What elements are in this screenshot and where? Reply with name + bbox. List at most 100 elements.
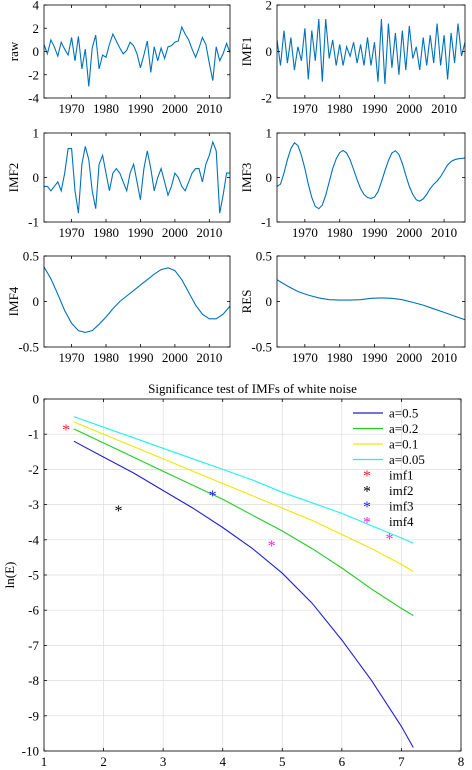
x-tick-label: 1970 bbox=[292, 101, 318, 116]
plot-area: **** * bbox=[62, 416, 414, 748]
y-tick-label: -1 bbox=[28, 427, 39, 442]
legend-marker-imf2: * bbox=[363, 484, 371, 501]
plot-area bbox=[277, 279, 465, 321]
x-tick-label: 1970 bbox=[292, 350, 318, 365]
x-tick-label: 2 bbox=[100, 754, 107, 769]
y-tick-label: 0 bbox=[33, 294, 40, 309]
legend-label: imf4 bbox=[389, 514, 414, 529]
legend-label: a=0.5 bbox=[389, 406, 418, 421]
y-tick-label: 1 bbox=[33, 126, 40, 141]
x-tick-label: 2010 bbox=[196, 350, 222, 365]
series-line-imf3 bbox=[277, 141, 465, 210]
y-axis-label: IMF4 bbox=[6, 286, 21, 316]
series-line-a=0.1 bbox=[73, 421, 414, 572]
y-tick-label: -4 bbox=[28, 91, 39, 106]
y-tick-label: -6 bbox=[28, 603, 39, 618]
legend-marker-imf4: * bbox=[363, 515, 371, 532]
legend-marker-imf1: * bbox=[363, 468, 371, 485]
y-tick-label: 0 bbox=[33, 392, 40, 407]
plot-area bbox=[44, 25, 230, 87]
x-tick-label: 1970 bbox=[292, 225, 318, 240]
y-tick-label: 0 bbox=[33, 170, 40, 185]
chart-res: 1970 1980 1990 2000 2010 -0.5 0 0.5 RES bbox=[239, 249, 466, 365]
x-tick-label: 2010 bbox=[196, 101, 222, 116]
plot-area bbox=[44, 140, 230, 214]
chart-imf1: 1970 1980 1990 2000 2010 -2 0 2 IMF1 bbox=[239, 0, 466, 116]
series-line-imf4 bbox=[44, 266, 230, 333]
axes-frame bbox=[43, 4, 231, 99]
y-tick-label: 0 bbox=[33, 44, 40, 59]
y-axis-label: IMF1 bbox=[239, 37, 254, 67]
axes-frame bbox=[43, 255, 231, 348]
y-axis-label: IMF3 bbox=[239, 163, 254, 193]
x-tick-label: 1970 bbox=[59, 350, 85, 365]
axes-frame bbox=[276, 255, 466, 348]
y-tick-label: -10 bbox=[22, 744, 39, 759]
plot-area bbox=[277, 141, 465, 210]
x-tick-label: 1990 bbox=[361, 225, 387, 240]
x-tick-label: 2010 bbox=[431, 101, 457, 116]
legend-label: imf3 bbox=[389, 499, 414, 514]
y-tick-label: 2 bbox=[266, 0, 273, 13]
legend-label: imf2 bbox=[389, 483, 414, 498]
legend-marker-imf3: * bbox=[363, 499, 371, 516]
y-tick-label: -2 bbox=[28, 67, 39, 82]
legend-label: imf1 bbox=[389, 468, 414, 483]
x-tick-label: 1980 bbox=[93, 350, 119, 365]
series-line-a=0.5 bbox=[73, 440, 414, 748]
chart-imf2: 1970 1980 1990 2000 2010 -1 0 1 IMF2 bbox=[6, 126, 231, 240]
x-tick-label: 1980 bbox=[327, 101, 353, 116]
marker-imf4: * bbox=[386, 531, 394, 548]
y-tick-label: -0.5 bbox=[251, 340, 272, 355]
y-tick-label: -1 bbox=[261, 215, 272, 230]
y-tick-label: 2 bbox=[33, 21, 40, 36]
x-tick-label: 1980 bbox=[93, 225, 119, 240]
x-tick-label: 1990 bbox=[361, 101, 387, 116]
x-tick-label: 1970 bbox=[59, 101, 85, 116]
y-axis-label: raw bbox=[6, 41, 21, 61]
x-tick-label: 2000 bbox=[396, 101, 422, 116]
y-axis-label: RES bbox=[239, 290, 254, 314]
y-tick-label: 0 bbox=[266, 44, 273, 59]
y-tick-label: 0.5 bbox=[23, 249, 39, 264]
y-tick-label: -4 bbox=[28, 532, 39, 547]
x-tick-label: 2000 bbox=[162, 350, 188, 365]
x-tick-label: 7 bbox=[398, 754, 405, 769]
plot-area bbox=[277, 18, 465, 85]
x-tick-label: 1980 bbox=[327, 350, 353, 365]
marker-imf1: * bbox=[62, 422, 70, 439]
x-tick-label: 2000 bbox=[396, 225, 422, 240]
x-tick-label: 1990 bbox=[127, 101, 153, 116]
chart-imf4: 1970 1980 1990 2000 2010 -0.5 0 0.5 IMF4 bbox=[6, 249, 231, 365]
x-tick-label: 1980 bbox=[93, 101, 119, 116]
legend-label: a=0.2 bbox=[389, 421, 418, 436]
x-tick-label: 2010 bbox=[431, 350, 457, 365]
x-tick-label: 2010 bbox=[196, 225, 222, 240]
x-tick-label: 1970 bbox=[59, 225, 85, 240]
y-axis-label: IMF2 bbox=[6, 163, 21, 193]
x-tick-label: 2010 bbox=[431, 225, 457, 240]
series-line-a=0.05 bbox=[73, 416, 414, 544]
chart-raw: 1970 1980 1990 2000 2010 -4 -2 0 2 4 raw bbox=[6, 0, 231, 116]
chart-significance: **** *1 2 3 4 5 6 7 80-1-2-3-4-5-6-7-8-9-10ln(E)… bbox=[2, 381, 464, 770]
chart-title: Significance test of IMFs of white noise bbox=[148, 381, 357, 396]
x-tick-label: 3 bbox=[160, 754, 167, 769]
y-axis-label: ln(E) bbox=[2, 562, 17, 589]
axes-frame bbox=[276, 4, 466, 99]
series-line-imf2 bbox=[44, 140, 230, 214]
x-tick-label: 1990 bbox=[361, 350, 387, 365]
x-tick-label: 6 bbox=[339, 754, 346, 769]
x-tick-label: 1 bbox=[41, 754, 48, 769]
x-tick-label: 4 bbox=[219, 754, 226, 769]
x-tick-label: 1990 bbox=[127, 350, 153, 365]
marker-imf4: * bbox=[268, 538, 276, 555]
x-tick-label: 2000 bbox=[162, 225, 188, 240]
series-line-raw bbox=[44, 25, 230, 87]
series-line-imf1 bbox=[277, 18, 465, 85]
y-tick-label: -2 bbox=[28, 462, 39, 477]
x-tick-label: 2000 bbox=[396, 350, 422, 365]
y-tick-label: 0.5 bbox=[256, 249, 272, 264]
y-tick-label: -9 bbox=[28, 708, 39, 723]
plot-area bbox=[44, 266, 230, 333]
